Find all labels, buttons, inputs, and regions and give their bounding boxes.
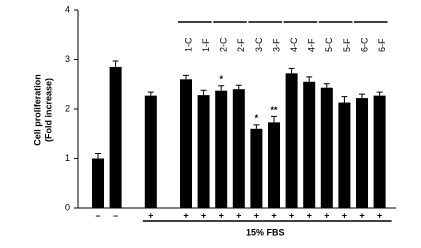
bar (356, 98, 368, 208)
y-axis-label: Cell proliferation (32, 74, 42, 146)
significance-label: ** (270, 105, 278, 115)
sample-label: 4-F (307, 38, 317, 52)
x-tick-label: + (307, 210, 312, 220)
bar (92, 158, 104, 208)
bar (373, 95, 386, 208)
sample-label: 5-C (324, 37, 334, 52)
error-bar (253, 124, 260, 129)
error-bar (147, 91, 154, 96)
sample-label: 6-F (377, 38, 387, 52)
sample-label: 3-F (271, 38, 281, 52)
error-bar (341, 96, 348, 103)
error-bar (200, 89, 207, 96)
bar (180, 79, 192, 208)
bar (197, 95, 210, 208)
y-tick-label: 1 (65, 153, 70, 163)
x-tick-label: + (271, 210, 276, 220)
error-bar (288, 67, 295, 74)
error-bar (306, 76, 313, 82)
error-bar (95, 153, 101, 159)
bar (268, 122, 280, 208)
significance-label: * (219, 74, 223, 84)
error-bar (376, 91, 383, 96)
y-tick-label: 2 (65, 103, 70, 113)
x-tick-label: + (359, 210, 364, 220)
bar (144, 95, 157, 208)
x-tick-label: + (183, 210, 188, 220)
error-bar (112, 60, 119, 67)
y-tick-label: 0 (65, 202, 70, 212)
y-tick-label: 3 (65, 54, 70, 64)
x-tick-label: + (219, 210, 224, 220)
error-bar (323, 83, 330, 88)
y-tick-label: 4 (65, 4, 70, 14)
bar (338, 102, 351, 208)
sample-label: 1-C (183, 37, 193, 52)
x-tick-label: + (254, 210, 259, 220)
error-bar (359, 93, 365, 99)
bar (285, 73, 298, 208)
error-bar (218, 85, 225, 91)
error-bar (271, 115, 277, 123)
group-label: 15% FBS (246, 227, 285, 237)
bar (215, 90, 228, 208)
significance-label: * (255, 113, 259, 123)
x-tick-label: + (342, 210, 347, 220)
bar (320, 87, 333, 208)
x-tick-label: + (289, 210, 294, 220)
sample-label: 2-C (219, 37, 229, 52)
bar (250, 128, 263, 208)
x-tick-label: + (148, 210, 153, 220)
error-bar (235, 84, 242, 90)
sample-label: 4-C (289, 37, 299, 52)
x-tick-label: + (324, 210, 329, 220)
sample-label: 6-C (359, 37, 369, 52)
sample-label: 1-F (201, 38, 211, 52)
sample-label: 3-C (254, 37, 264, 52)
y-axis-label: (Fold increase) (43, 78, 53, 142)
x-tick-label: + (201, 210, 206, 220)
sample-label: 5-F (342, 38, 352, 52)
sample-label: 2-F (236, 38, 246, 52)
x-tick-label: + (377, 210, 382, 220)
bar (303, 81, 316, 208)
x-tick-label: – (113, 210, 118, 220)
bar (109, 66, 122, 208)
error-bar (183, 74, 189, 80)
bar (232, 89, 245, 208)
x-tick-label: + (236, 210, 241, 220)
x-tick-label: – (95, 210, 100, 220)
